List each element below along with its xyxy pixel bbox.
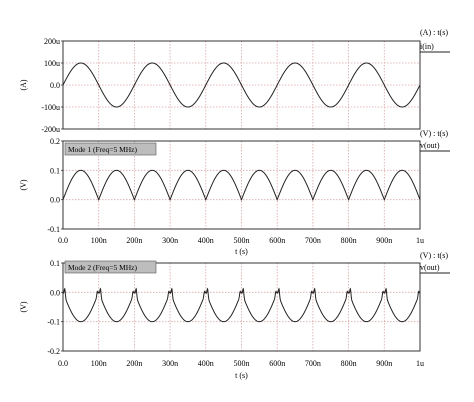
x-tick-label: 900n bbox=[376, 359, 392, 368]
x-tick-label: 500n bbox=[234, 236, 250, 245]
plot-frame bbox=[62, 140, 421, 230]
mode-annotation-box bbox=[64, 142, 157, 156]
legend-series-name: v(out) bbox=[420, 263, 440, 272]
x-axis-label: t (s) bbox=[235, 247, 248, 256]
x-tick-label: 200n bbox=[126, 359, 142, 368]
x-tick-label: 300n bbox=[162, 359, 178, 368]
x-tick-label: 800n bbox=[341, 236, 357, 245]
y-tick-label: 0.1 bbox=[50, 259, 60, 268]
x-tick-label: 0.0 bbox=[58, 236, 68, 245]
chart-panel-2: 0.2 0.1 0.0 -0.1 (V) 0.0 100n 200n 300n 400n 500n 6… bbox=[19, 129, 450, 256]
mode-annotation-label: Mode 2 (Freq=5 MHz) bbox=[68, 263, 138, 272]
x-tick-label: 600n bbox=[269, 359, 285, 368]
y-tick-label: 0.0 bbox=[50, 81, 60, 90]
legend-header: (V) : t(s) bbox=[420, 251, 448, 260]
series-line-vout bbox=[62, 287, 421, 323]
x-tick-label: 700n bbox=[305, 359, 321, 368]
y-tick-label: 100u bbox=[44, 59, 60, 68]
x-tick-label: 0.0 bbox=[58, 359, 68, 368]
x-tick-label: 800n bbox=[341, 359, 357, 368]
x-tick-label: 700n bbox=[305, 236, 321, 245]
x-tick-label: 1u bbox=[416, 359, 424, 368]
mode-annotation-label: Mode 1 (Freq=5 MHz) bbox=[68, 145, 138, 154]
y-axis-label: (A) bbox=[19, 79, 28, 90]
y-axis-label: (V) bbox=[19, 179, 28, 190]
legend-series-name: i(in) bbox=[420, 42, 434, 51]
y-tick-label: 200u bbox=[44, 37, 60, 46]
y-tick-label: -0.1 bbox=[47, 318, 60, 327]
legend-header: (A) : t(s) bbox=[420, 28, 448, 37]
x-tick-label: 200n bbox=[126, 236, 142, 245]
y-tick-label: 0.0 bbox=[50, 288, 60, 297]
x-tick-label: 500n bbox=[234, 359, 250, 368]
y-tick-label: -0.2 bbox=[47, 347, 60, 356]
series-line-vout bbox=[62, 169, 421, 202]
chart-panel-3: 0.1 0.0 -0.1 -0.2 (V) 0.0 100n 200n 300n 400n 500n… bbox=[19, 251, 450, 380]
chart-panel-1: 200u 100u 0.0 -100u -200u (A) (A) : t(s) i(in) bbox=[19, 28, 450, 134]
mode-annotation-box bbox=[64, 260, 157, 274]
y-tick-label: 0.0 bbox=[50, 196, 60, 205]
y-axis-label: (V) bbox=[19, 301, 28, 312]
x-axis-label: t (s) bbox=[235, 371, 248, 380]
legend-header: (V) : t(s) bbox=[420, 129, 448, 138]
plot-frame bbox=[62, 262, 421, 352]
x-tick-label: 600n bbox=[269, 236, 285, 245]
x-tick-label: 300n bbox=[162, 236, 178, 245]
x-tick-label: 100n bbox=[91, 236, 107, 245]
y-tick-label: -100u bbox=[41, 103, 60, 112]
series-line-iin bbox=[62, 62, 421, 108]
y-tick-label: 0.2 bbox=[50, 137, 60, 146]
y-tick-label: -0.1 bbox=[47, 225, 60, 234]
x-tick-label: 100n bbox=[91, 359, 107, 368]
x-tick-label: 400n bbox=[198, 236, 214, 245]
x-tick-label: 400n bbox=[198, 359, 214, 368]
x-tick-label: 900n bbox=[376, 236, 392, 245]
y-tick-label: -200u bbox=[41, 125, 60, 134]
legend-series-name: v(out) bbox=[420, 141, 440, 150]
x-tick-label: 1u bbox=[416, 236, 424, 245]
y-tick-label: 0.1 bbox=[50, 166, 60, 175]
